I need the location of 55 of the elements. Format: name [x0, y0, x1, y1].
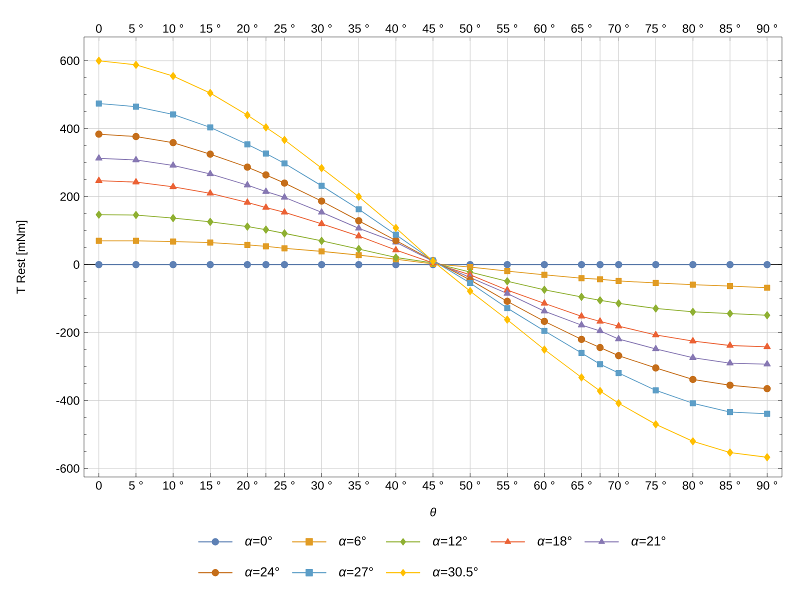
legend-label: α=21° [632, 536, 666, 546]
x-tick-label: 15 ° [200, 481, 220, 490]
x-tick-label: 85 ° [720, 481, 740, 490]
y-tick-label: 200 [60, 192, 80, 201]
legend-label: α=6° [339, 536, 366, 546]
x-tick-label: 50 ° [460, 481, 480, 490]
legend-label: α=30.5° [432, 567, 478, 576]
y-tick-label: -200 [56, 328, 80, 337]
x2-tick-label: 25 ° [274, 24, 294, 33]
x2-tick-label: 20 ° [237, 24, 258, 33]
x2-tick-label: 5 ° [129, 24, 143, 33]
x2-tick-label: 75 ° [646, 24, 666, 33]
x2-tick-label: 50 ° [460, 24, 480, 33]
x-tick-label: 60 ° [534, 481, 554, 490]
x-tick-label: 45 ° [422, 481, 443, 490]
y-tick-label: 0 [74, 260, 80, 269]
x2-tick-label: 55 ° [496, 24, 518, 33]
y-tick-label: 400 [60, 124, 80, 133]
x2-tick-label: 15 ° [200, 24, 220, 33]
legend-label: α=0° [245, 536, 272, 546]
legend-label: α=24° [245, 567, 279, 576]
x2-tick-label: 10 ° [163, 24, 184, 33]
x2-tick-label: 80 ° [682, 24, 703, 33]
x2-tick-label: 0 [96, 24, 102, 33]
x2-tick-label: 35 ° [348, 24, 369, 33]
y-tick-label: 600 [60, 56, 80, 66]
x-tick-label: 70 ° [608, 481, 629, 490]
x2-tick-label: 90 ° [756, 24, 778, 33]
x2-tick-label: 45 ° [422, 24, 443, 33]
x2-tick-label: 85 ° [720, 24, 740, 33]
x2-tick-label: 60 ° [534, 24, 554, 33]
x-tick-label: 30 ° [311, 481, 332, 490]
x-tick-label: 5 ° [129, 481, 143, 490]
legend-label: α=18° [538, 536, 572, 546]
x-tick-label: 55 ° [496, 481, 518, 490]
x2-tick-label: 70 ° [608, 24, 629, 33]
x-tick-label: 25 ° [274, 481, 294, 490]
x-tick-label: 40 ° [385, 481, 406, 490]
x-tick-label: 90 ° [756, 481, 778, 490]
x2-tick-label: 40 ° [385, 24, 406, 33]
y-tick-label: -600 [56, 464, 80, 473]
x-axis-title: θ [430, 508, 436, 516]
x2-tick-label: 30 ° [311, 24, 332, 33]
legend-label: α=12° [432, 536, 467, 546]
x-tick-label: 0 [96, 481, 102, 490]
x-tick-label: 35 ° [348, 481, 369, 490]
y-tick-label: -400 [56, 396, 80, 405]
x-tick-label: 80 ° [682, 481, 703, 490]
y-axis-title: T Rest [mNm] [16, 220, 28, 294]
x2-tick-label: 65 ° [571, 24, 592, 33]
x-tick-label: 65 ° [571, 481, 592, 490]
legend-label: α=27° [339, 567, 373, 576]
x-tick-label: 10 ° [163, 481, 184, 490]
x-tick-label: 75 ° [646, 481, 666, 490]
x-tick-label: 20 ° [237, 481, 258, 490]
